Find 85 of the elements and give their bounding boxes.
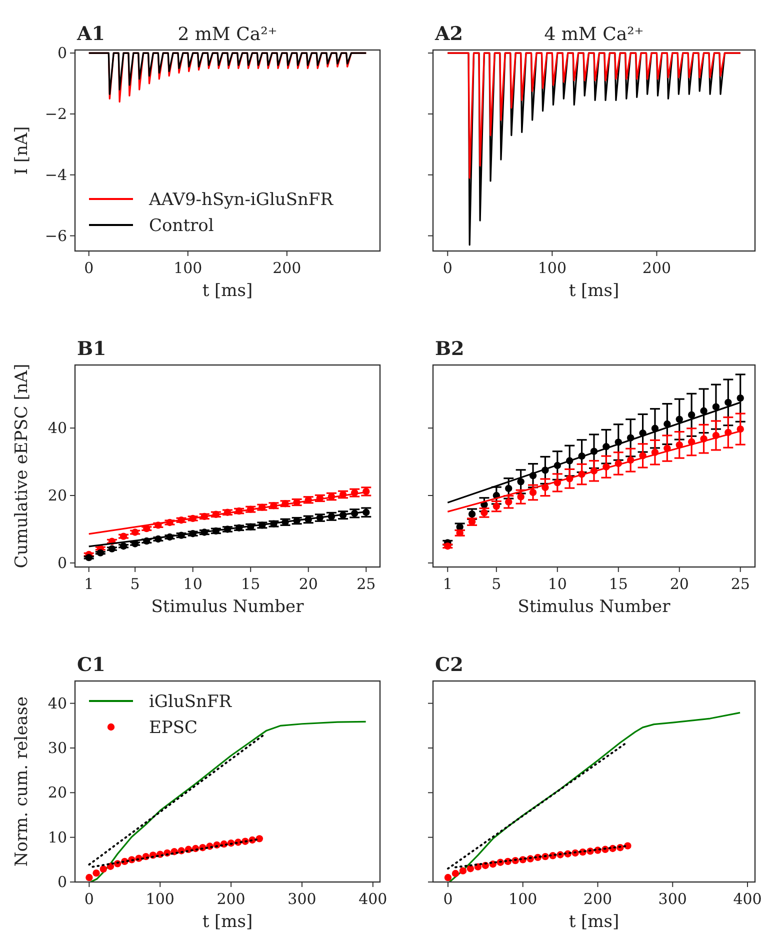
- x-tick-label: 15: [608, 575, 628, 593]
- y-tick-label: 40: [48, 419, 67, 438]
- x-tick-label: 100: [508, 890, 538, 908]
- x-tick-label: 400: [733, 890, 761, 908]
- y-tick-label: 30: [48, 739, 67, 757]
- chart-title: 4 mM Ca²⁺: [544, 24, 644, 45]
- point: [505, 484, 512, 492]
- point: [444, 542, 452, 550]
- point: [700, 407, 708, 414]
- x-tick-label: 0: [442, 259, 452, 277]
- text: A1: [76, 23, 105, 45]
- legend-label: Control: [149, 216, 214, 236]
- point: [100, 865, 107, 873]
- x-tick-label: 400: [358, 890, 388, 908]
- y-tick-label: 0: [57, 44, 67, 62]
- legend-label: AAV9-hSyn-iGluSnFR: [148, 190, 334, 210]
- y-tick-label: 40: [48, 694, 67, 712]
- y-tick-label: 10: [48, 828, 67, 846]
- point: [505, 498, 512, 506]
- x-tick-label: 10: [183, 575, 202, 593]
- y-tick-label: 0: [57, 873, 67, 891]
- point: [466, 865, 474, 872]
- x-tick-label: 100: [146, 890, 174, 908]
- x-tick-label: 300: [288, 890, 316, 908]
- text: A2: [434, 23, 463, 45]
- point: [492, 502, 500, 510]
- x-tick-label: 20: [298, 575, 318, 593]
- x-axis-title: t [ms]: [202, 281, 253, 301]
- x-tick-label: 100: [538, 259, 566, 277]
- point: [688, 411, 696, 419]
- y-tick-label: 20: [48, 486, 67, 505]
- text: B2: [435, 338, 464, 360]
- y-tick-label: 0: [57, 554, 67, 572]
- legend-label: iGluSnFR: [149, 692, 233, 712]
- y-tick-label: −4: [44, 166, 67, 184]
- point: [517, 493, 524, 500]
- y-axis-title: Cumulative eEPSC [nA]: [12, 364, 32, 568]
- x-tick-label: 10: [548, 575, 567, 593]
- x-tick-label: 200: [583, 890, 612, 908]
- x-tick-label: 0: [84, 259, 94, 277]
- x-axis-title: t [ms]: [568, 912, 620, 932]
- x-tick-label: 100: [174, 259, 202, 277]
- x-tick-label: 20: [670, 575, 689, 593]
- x-tick-label: 200: [642, 259, 672, 277]
- x-tick-label: 0: [84, 890, 94, 908]
- y-tick-label: 20: [48, 784, 67, 802]
- point: [92, 869, 100, 877]
- x-tick-label: 5: [492, 575, 502, 593]
- point: [444, 874, 452, 882]
- point: [736, 394, 744, 402]
- y-tick-label: −2: [44, 104, 67, 123]
- text: C2: [435, 654, 464, 676]
- x-tick-label: 200: [272, 259, 302, 277]
- point: [517, 478, 524, 486]
- x-tick-label: 25: [356, 575, 376, 593]
- x-tick-label: 1: [442, 575, 452, 593]
- chart-title: 2 mM Ca²⁺: [178, 24, 278, 45]
- point: [459, 867, 467, 874]
- point: [86, 874, 93, 882]
- x-tick-label: 300: [658, 890, 687, 908]
- point: [456, 523, 464, 530]
- y-axis-title: Norm. cum. release: [12, 696, 32, 867]
- y-tick-label: −6: [44, 226, 67, 245]
- x-tick-label: 0: [443, 890, 453, 908]
- x-axis-title: t [ms]: [568, 281, 620, 301]
- point: [529, 488, 537, 496]
- x-tick-label: 5: [130, 575, 140, 593]
- point: [712, 403, 720, 410]
- x-tick-label: 1: [84, 575, 94, 593]
- x-axis-title: Stimulus Number: [518, 597, 672, 617]
- text: B1: [77, 338, 106, 360]
- legend-label: EPSC: [149, 718, 198, 738]
- x-tick-label: 25: [730, 575, 750, 593]
- x-tick-label: 15: [241, 575, 260, 593]
- point: [676, 416, 683, 423]
- x-axis-title: Stimulus Number: [151, 597, 305, 617]
- x-tick-label: 200: [216, 890, 246, 908]
- point: [256, 835, 264, 842]
- y-axis-title: I [nA]: [12, 126, 32, 175]
- text: C1: [77, 654, 106, 676]
- point: [456, 529, 464, 537]
- point: [452, 870, 460, 878]
- line-series: [88, 52, 367, 95]
- x-axis-title: t [ms]: [202, 912, 253, 932]
- point: [724, 398, 732, 406]
